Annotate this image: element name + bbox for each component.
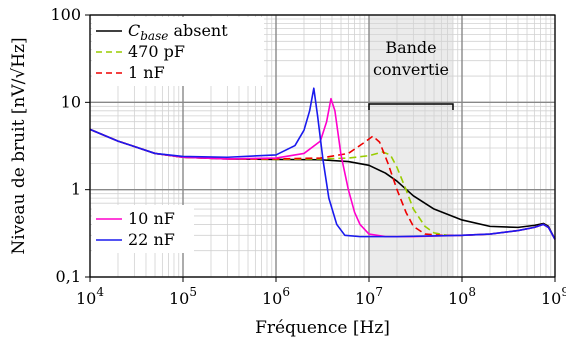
legend-label: 1 nF (128, 63, 165, 82)
series-layer (89, 87, 556, 240)
band-label: convertie (373, 60, 449, 79)
band-bracket (368, 103, 454, 110)
x-tick-label: 109 (541, 285, 566, 308)
y-tick-label: 10 (61, 92, 81, 111)
legend-label: 470 pF (128, 42, 185, 61)
y-tick-label: 0,1 (56, 267, 81, 286)
legend-bottom-bg (92, 205, 194, 253)
legend-label: Cbase absent (128, 21, 228, 43)
legend-label: 10 nF (128, 209, 175, 228)
x-axis-label: Fréquence [Hz] (255, 318, 390, 338)
y-axis-label: Niveau de bruit [nV/√Hz] (9, 37, 29, 254)
tick-layer: 104 105 106 107 108 109 0,1 1 10 100 (50, 5, 566, 308)
plot-frame (89, 14, 556, 278)
x-tick-label: 108 (448, 285, 476, 308)
y-tick-label: 100 (50, 5, 81, 24)
band-label: Bande (385, 38, 436, 57)
legend-bottom: 10 nF 22 nF (92, 205, 194, 253)
series-line-4 (89, 87, 556, 240)
x-tick-label: 107 (355, 285, 383, 308)
x-tick-label: 104 (76, 285, 104, 308)
x-tick-label: 105 (169, 285, 197, 308)
annotation-layer: Bande convertie (368, 38, 454, 110)
legend-label: 22 nF (128, 230, 175, 249)
x-tick-label: 106 (262, 285, 290, 308)
y-tick-label: 1 (71, 180, 81, 199)
